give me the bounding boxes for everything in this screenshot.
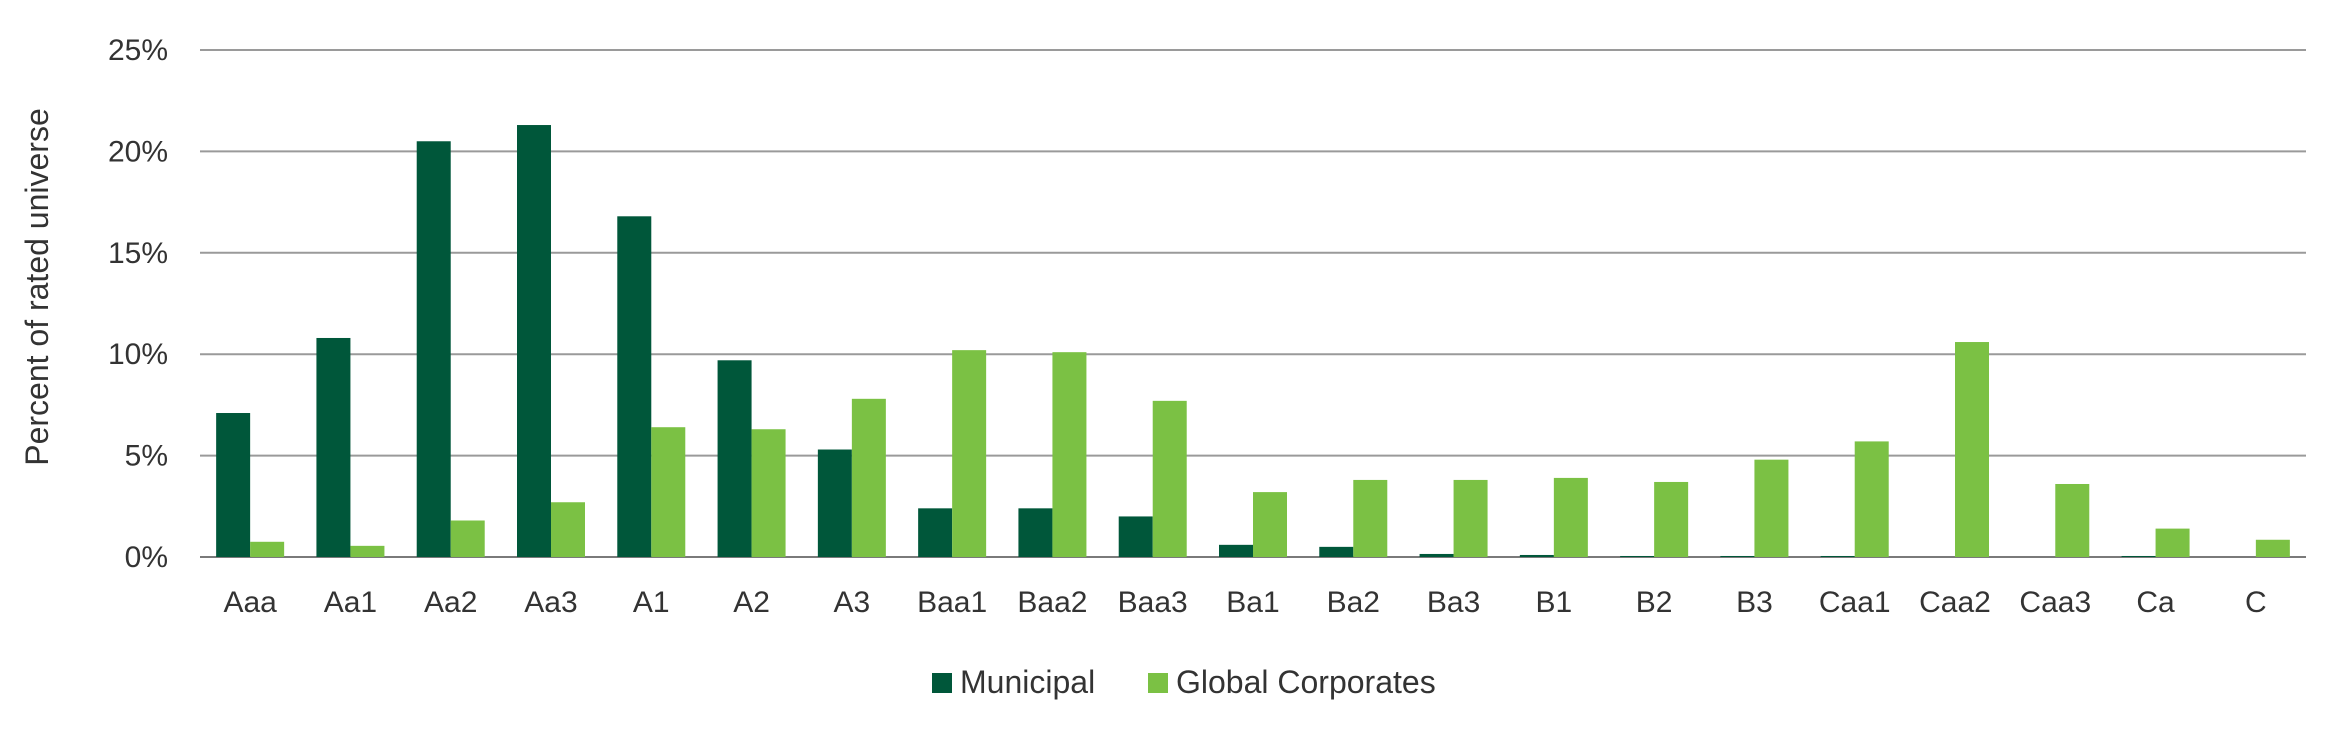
x-tick-label: Caa2 xyxy=(1919,586,1991,619)
x-tick-label: Baa2 xyxy=(1017,586,1087,619)
bar-municipal-ba1 xyxy=(1219,544,1253,557)
bar-global-corporates-a2 xyxy=(751,429,786,557)
bar-global-corporates-caa2 xyxy=(1955,342,1989,557)
legend: Municipal Global Corporates xyxy=(932,664,1436,700)
bar-global-corporates-aa2 xyxy=(450,520,485,557)
legend-swatch-global-corporates xyxy=(1148,673,1168,693)
bar-municipal-aa1 xyxy=(316,337,351,557)
legend-label-global-corporates: Global Corporates xyxy=(1176,664,1436,700)
bar-municipal-aaa xyxy=(216,413,251,557)
x-tick-label: Caa1 xyxy=(1819,586,1891,619)
x-tick-label: Aa1 xyxy=(324,586,377,619)
bar-municipal-b2 xyxy=(1620,555,1655,557)
bar-municipal-b3 xyxy=(1720,555,1755,557)
y-tick-label: 20% xyxy=(108,135,168,168)
x-tick-label: Ba1 xyxy=(1226,586,1279,619)
y-axis-ticks: 0% 5% 10% 15% 20% 25% xyxy=(108,34,168,574)
x-tick-label: A1 xyxy=(633,586,670,619)
bar-global-corporates-baa3 xyxy=(1152,400,1187,557)
x-tick-label: Caa3 xyxy=(2019,586,2091,619)
bar-global-corporates-aa1 xyxy=(350,545,385,557)
legend-label-municipal: Municipal xyxy=(960,664,1095,700)
x-tick-label: Aaa xyxy=(223,586,277,619)
x-tick-label: Baa3 xyxy=(1118,586,1188,619)
x-tick-label: Ba2 xyxy=(1327,586,1380,619)
bar-global-corporates-b3 xyxy=(1754,459,1789,557)
y-tick-label: 0% xyxy=(125,541,168,574)
bar-global-corporates-a1 xyxy=(651,427,686,557)
bar-global-corporates-b1 xyxy=(1553,477,1588,557)
gridlines xyxy=(200,49,2306,558)
x-tick-label: A2 xyxy=(733,586,770,619)
x-tick-label: B2 xyxy=(1636,586,1673,619)
bar-global-corporates-caa3 xyxy=(2055,483,2090,557)
bar-municipal-a2 xyxy=(717,360,752,557)
bar-municipal-aa3 xyxy=(517,125,551,557)
bar-municipal-ba2 xyxy=(1319,546,1354,557)
x-axis-ticks: Aaa Aa1 Aa2 Aa3 A1 A2 A3 Baa1 Baa2 Baa3 Ba1 Ba2 Ba3 B… xyxy=(223,586,2266,619)
bar-global-corporates-b2 xyxy=(1654,481,1689,557)
bar-global-corporates-ba1 xyxy=(1253,492,1287,557)
bar-municipal-ba3 xyxy=(1419,553,1454,557)
bar-municipal-caa1 xyxy=(1820,555,1855,557)
x-tick-label: C xyxy=(2245,586,2267,619)
y-tick-label: 15% xyxy=(108,237,168,270)
bar-municipal-baa2 xyxy=(1018,508,1053,557)
bar-global-corporates-baa2 xyxy=(1052,352,1087,557)
bar-global-corporates-aaa xyxy=(250,541,285,557)
x-tick-label: B1 xyxy=(1536,586,1573,619)
y-axis-label: Percent of rated universe xyxy=(19,108,55,466)
bar-global-corporates-caa1 xyxy=(1854,441,1889,557)
x-tick-label: Aa3 xyxy=(524,586,577,619)
bar-municipal-ca xyxy=(2121,555,2156,557)
legend-swatch-municipal xyxy=(932,673,952,693)
x-tick-label: B3 xyxy=(1736,586,1773,619)
bar-global-corporates-ba2 xyxy=(1353,479,1388,557)
bar-global-corporates-a3 xyxy=(851,398,886,557)
bar-municipal-b1 xyxy=(1519,554,1554,557)
bar-municipal-a1 xyxy=(617,216,652,557)
bar-municipal-aa2 xyxy=(416,141,451,557)
x-tick-label: Aa2 xyxy=(424,586,477,619)
bar-global-corporates-aa3 xyxy=(551,502,585,557)
bar-global-corporates-ba3 xyxy=(1453,479,1488,557)
x-tick-label: Ca xyxy=(2136,586,2175,619)
y-tick-label: 10% xyxy=(108,338,168,371)
x-tick-label: Ba3 xyxy=(1427,586,1480,619)
bar-municipal-a3 xyxy=(817,449,852,557)
x-tick-label: Baa1 xyxy=(917,586,987,619)
bar-global-corporates-c xyxy=(2255,539,2290,557)
y-tick-label: 25% xyxy=(108,34,168,67)
bar-global-corporates-baa1 xyxy=(952,350,987,557)
bars xyxy=(216,125,2290,557)
bar-municipal-baa1 xyxy=(918,508,953,557)
y-tick-label: 5% xyxy=(125,440,168,473)
bar-municipal-baa3 xyxy=(1118,516,1153,557)
bar-global-corporates-ca xyxy=(2155,528,2190,557)
x-tick-label: A3 xyxy=(834,586,871,619)
